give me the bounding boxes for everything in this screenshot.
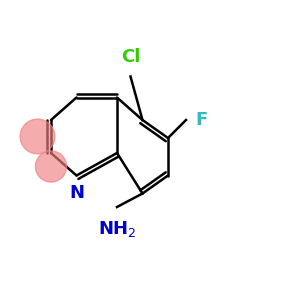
Text: NH$_2$: NH$_2$ (98, 219, 136, 239)
Circle shape (35, 151, 67, 182)
Text: F: F (195, 111, 207, 129)
Text: Cl: Cl (121, 48, 140, 66)
Text: N: N (69, 184, 84, 202)
Circle shape (20, 119, 55, 154)
